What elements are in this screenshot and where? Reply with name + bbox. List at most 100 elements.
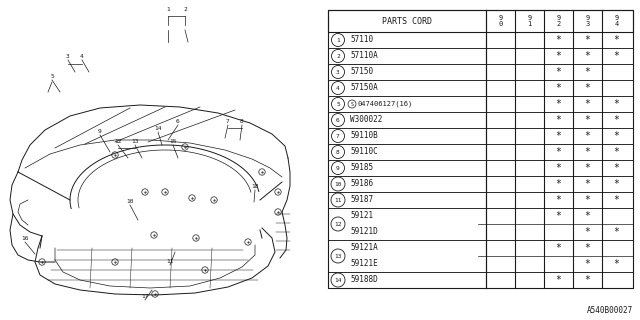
- Text: 9
2: 9 2: [556, 15, 561, 27]
- Text: 17: 17: [141, 294, 148, 299]
- Text: 59121D: 59121D: [350, 228, 378, 236]
- Text: 59121A: 59121A: [350, 244, 378, 252]
- Text: *: *: [584, 227, 591, 237]
- Text: 8: 8: [336, 149, 340, 155]
- Text: *: *: [614, 35, 620, 45]
- Text: 7: 7: [336, 133, 340, 139]
- Bar: [328, 208, 633, 240]
- Text: 3: 3: [336, 69, 340, 75]
- Text: 59187: 59187: [350, 196, 373, 204]
- Text: *: *: [614, 195, 620, 205]
- Text: *: *: [556, 51, 561, 61]
- Text: 3: 3: [66, 54, 70, 59]
- Text: *: *: [584, 51, 591, 61]
- Text: PARTS CORD: PARTS CORD: [382, 17, 432, 26]
- Bar: [328, 10, 633, 288]
- Text: 57110: 57110: [350, 36, 373, 44]
- Text: 9
1: 9 1: [527, 15, 532, 27]
- Text: 9
4: 9 4: [614, 15, 619, 27]
- Text: 12: 12: [334, 221, 342, 227]
- Text: 59110C: 59110C: [350, 148, 378, 156]
- Bar: [328, 10, 633, 32]
- Text: 59110B: 59110B: [350, 132, 378, 140]
- Text: 5: 5: [50, 74, 54, 79]
- Text: *: *: [584, 99, 591, 109]
- Text: 59186: 59186: [350, 180, 373, 188]
- Bar: [328, 96, 633, 112]
- Text: 15: 15: [169, 139, 177, 144]
- Text: 9
3: 9 3: [586, 15, 589, 27]
- Text: 13: 13: [131, 139, 139, 144]
- Text: 6: 6: [176, 119, 180, 124]
- Text: *: *: [614, 227, 620, 237]
- Text: 2: 2: [183, 7, 187, 12]
- Text: 57150A: 57150A: [350, 84, 378, 92]
- Text: *: *: [614, 259, 620, 269]
- Text: *: *: [614, 131, 620, 141]
- Text: 6: 6: [336, 117, 340, 123]
- Text: *: *: [584, 243, 591, 253]
- Text: *: *: [584, 131, 591, 141]
- Bar: [328, 80, 633, 96]
- Text: 13: 13: [334, 253, 342, 259]
- Text: 18: 18: [252, 184, 259, 189]
- Bar: [328, 32, 633, 48]
- Text: *: *: [584, 163, 591, 173]
- Text: 57110A: 57110A: [350, 52, 378, 60]
- Text: 10: 10: [334, 181, 342, 187]
- Bar: [328, 64, 633, 80]
- Text: *: *: [556, 67, 561, 77]
- Text: *: *: [584, 259, 591, 269]
- Text: *: *: [556, 211, 561, 221]
- Text: 7: 7: [226, 119, 230, 124]
- Text: *: *: [556, 131, 561, 141]
- Text: A540B00027: A540B00027: [587, 306, 633, 315]
- Text: *: *: [584, 195, 591, 205]
- Text: 59188D: 59188D: [350, 276, 378, 284]
- Text: 16: 16: [21, 236, 29, 241]
- Text: *: *: [556, 35, 561, 45]
- Text: *: *: [556, 163, 561, 173]
- Text: 57150: 57150: [350, 68, 373, 76]
- Bar: [328, 240, 633, 272]
- Text: *: *: [584, 115, 591, 125]
- Text: *: *: [584, 179, 591, 189]
- Text: *: *: [584, 83, 591, 93]
- Text: S: S: [351, 101, 353, 107]
- Text: 59121E: 59121E: [350, 260, 378, 268]
- Text: *: *: [614, 99, 620, 109]
- Bar: [328, 48, 633, 64]
- Text: 12: 12: [115, 139, 122, 144]
- Text: 9
0: 9 0: [499, 15, 502, 27]
- Text: 10: 10: [126, 199, 134, 204]
- Text: *: *: [584, 211, 591, 221]
- Text: *: *: [556, 195, 561, 205]
- Text: 1: 1: [336, 37, 340, 43]
- Text: 5: 5: [336, 101, 340, 107]
- Text: 9: 9: [336, 165, 340, 171]
- Text: 047406127(16): 047406127(16): [357, 101, 412, 107]
- Bar: [328, 160, 633, 176]
- Text: 1: 1: [166, 7, 170, 12]
- Text: 9: 9: [98, 129, 102, 134]
- Text: 14: 14: [334, 277, 342, 283]
- Text: 2: 2: [336, 53, 340, 59]
- Bar: [328, 176, 633, 192]
- Text: 4: 4: [80, 54, 84, 59]
- Bar: [328, 128, 633, 144]
- Text: *: *: [556, 243, 561, 253]
- Text: *: *: [556, 179, 561, 189]
- Text: *: *: [614, 147, 620, 157]
- Text: *: *: [614, 115, 620, 125]
- Text: *: *: [556, 99, 561, 109]
- Text: W300022: W300022: [350, 116, 382, 124]
- Text: 11: 11: [334, 197, 342, 203]
- Bar: [328, 192, 633, 208]
- Text: *: *: [556, 147, 561, 157]
- Text: *: *: [584, 67, 591, 77]
- Bar: [328, 144, 633, 160]
- Bar: [328, 272, 633, 288]
- Text: *: *: [584, 275, 591, 285]
- Text: *: *: [584, 35, 591, 45]
- Text: 59121: 59121: [350, 212, 373, 220]
